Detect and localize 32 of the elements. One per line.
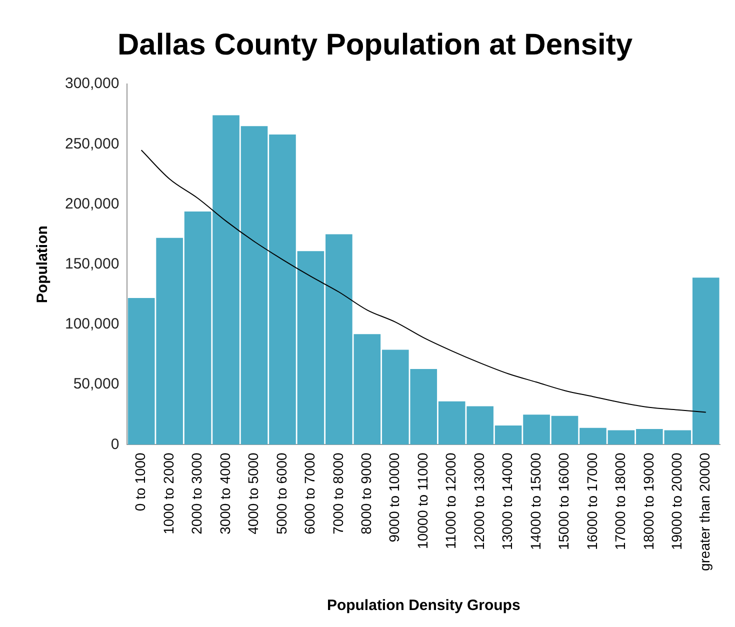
x-tick-label: 19000 to 20000	[668, 452, 685, 550]
x-tick-label: 9000 to 10000	[386, 452, 402, 542]
y-tick-label: 100,000	[64, 316, 120, 333]
x-tick-label: 12000 to 13000	[470, 452, 487, 550]
y-axis-title: Population	[34, 226, 52, 304]
line-series	[140, 150, 706, 413]
x-tick-label: 3000 to 4000	[216, 452, 233, 534]
x-tick-label: 1000 to 2000	[160, 452, 176, 534]
x-tick-label: 15000 to 16000	[556, 452, 572, 550]
y-tick-label: 300,000	[64, 75, 120, 92]
x-tick-label: 18000 to 19000	[640, 452, 656, 550]
x-axis-title: Population Density Groups	[326, 597, 520, 614]
x-tick-label: 11000 to 12000	[442, 452, 459, 549]
chart-title: Dallas County Population at Density	[117, 28, 633, 62]
x-tick-label: greater than 20000	[696, 452, 713, 572]
y-tick-label: 200,000	[64, 195, 120, 212]
x-tick-label: 16000 to 17000	[584, 452, 600, 550]
x-tick-label: 6000 to 7000	[302, 452, 318, 534]
y-tick-label: 0	[110, 436, 120, 453]
x-tick-label: 7000 to 8000	[330, 452, 346, 534]
x-tick-label: 2000 to 3000	[188, 452, 205, 534]
x-tick-label: 0 to 1000	[132, 452, 148, 512]
x-tick-label: 17000 to 18000	[612, 452, 628, 550]
y-tick-label: 50,000	[73, 376, 120, 393]
x-tick-label: 14000 to 15000	[527, 452, 544, 550]
x-tick-label: 8000 to 9000	[358, 452, 374, 534]
x-tick-label: 4000 to 5000	[245, 452, 262, 534]
y-tick-label: 250,000	[64, 135, 120, 152]
x-tick-label: 10000 to 11000	[414, 452, 430, 549]
y-tick-label: 150,000	[64, 255, 120, 272]
x-tick-label: 13000 to 14000	[499, 452, 516, 550]
x-tick-label: 5000 to 6000	[273, 452, 290, 534]
